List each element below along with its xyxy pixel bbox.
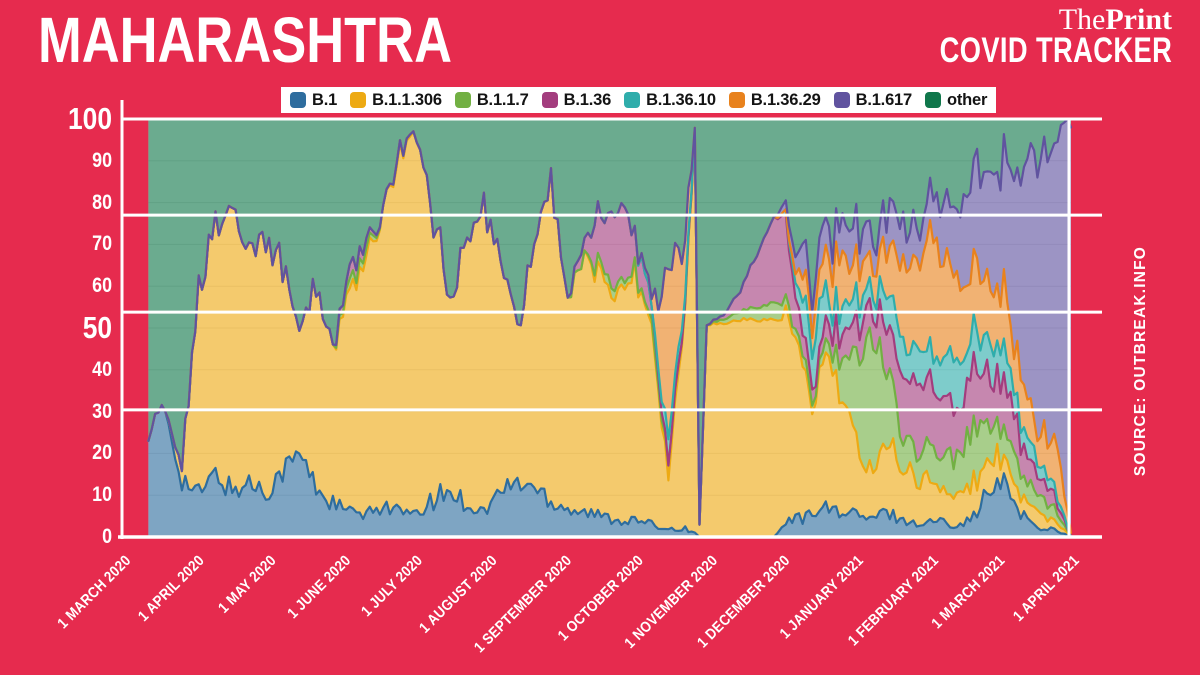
- legend-label: B.1: [312, 90, 338, 109]
- legend-swatch-icon: [833, 92, 850, 108]
- legend-label: B.1.36.10: [646, 90, 716, 109]
- y-tick-label: 30: [92, 399, 112, 423]
- y-tick-label: 20: [92, 441, 112, 465]
- legend-label: B.1.617: [855, 90, 913, 109]
- logo-print: Print: [1105, 3, 1172, 36]
- y-tick-label: 10: [92, 483, 112, 507]
- legend-item-B.1.36.10: B.1.36.10: [624, 91, 716, 110]
- y-tick-label: 80: [92, 190, 112, 214]
- source-credit: SOURCE: OUTBREAK.INFO: [1132, 245, 1149, 477]
- legend-swatch-icon: [728, 92, 745, 108]
- legend-swatch-icon: [454, 92, 471, 108]
- legend-label: B.1.36.29: [750, 90, 821, 109]
- y-tick-label: 60: [92, 274, 112, 298]
- covid-tracker-subtitle: COVID TRACKER: [939, 31, 1172, 70]
- theprint-logo: ThePrint: [1059, 4, 1172, 36]
- line-B.1: [147, 403, 1073, 539]
- page-title: MAHARASHTRA: [38, 4, 452, 76]
- y-tick-label: 100: [68, 100, 112, 136]
- legend-label: B.1.1.306: [372, 90, 442, 109]
- legend-item-B.1: B.1: [290, 91, 337, 110]
- legend-item-B.1.617: B.1.617: [833, 90, 913, 110]
- legend-label: B.1.1.7: [476, 90, 529, 109]
- legend-item-other: other: [925, 91, 987, 110]
- area-B.1: [148, 405, 1071, 537]
- y-tick-label: 40: [92, 357, 112, 381]
- legend-swatch-icon: [624, 92, 641, 108]
- chart-legend: B.1 B.1.1.306 B.1.1.7 B.1.36 B.1.36.10 B.1.36…: [281, 87, 997, 113]
- y-tick-label: 70: [92, 232, 112, 256]
- legend-swatch-icon: [290, 92, 306, 108]
- legend-item-B.1.1.306: B.1.1.306: [350, 91, 442, 110]
- legend-swatch-icon: [541, 92, 558, 108]
- legend-item-B.1.36.29: B.1.36.29: [728, 90, 821, 110]
- logo-the: The: [1058, 3, 1106, 36]
- legend-item-B.1.1.7: B.1.1.7: [454, 90, 529, 110]
- legend-item-B.1.36: B.1.36: [541, 90, 612, 110]
- legend-label: other: [947, 90, 988, 109]
- y-tick-label: 50: [82, 309, 112, 345]
- legend-swatch-icon: [925, 92, 941, 108]
- legend-label: B.1.36: [563, 90, 612, 109]
- legend-swatch-icon: [350, 92, 367, 108]
- y-tick-label: 0: [102, 525, 112, 549]
- area-B.1.1.306: [148, 127, 1071, 538]
- line-B.1.617: [147, 117, 1073, 526]
- y-tick-label: 90: [92, 148, 112, 172]
